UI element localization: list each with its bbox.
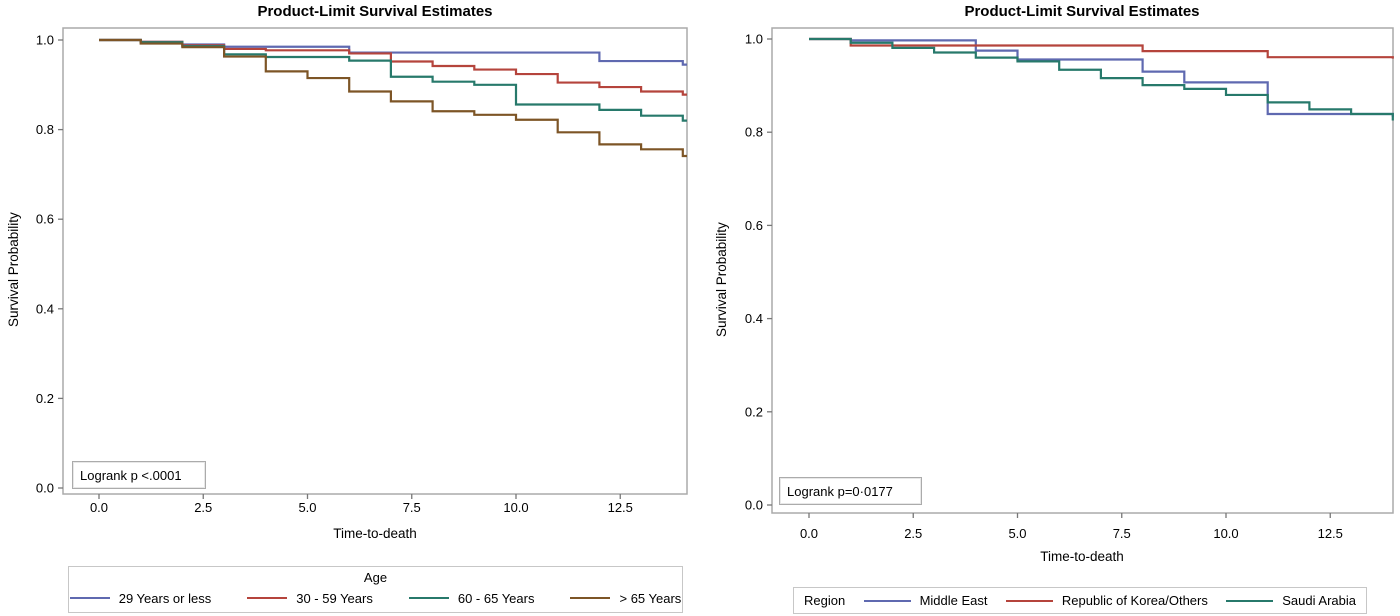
series-saudi-arabia [809,37,1394,121]
x-tick-label: 5.0 [1008,526,1026,541]
logrank-pvalue-box-left: Logrank p <.0001 [72,461,206,489]
legend-line-swatch [408,597,449,599]
y-tick-label: 0.6 [36,212,54,227]
x-tick-label: 7.5 [1113,526,1131,541]
y-tick-label: 1.0 [745,32,763,47]
legend-entry: 29 Years or less [69,590,212,606]
legend-entries-region: Region Middle East Republic of Korea/Othe… [794,588,1366,613]
y-tick-label: 0.8 [36,122,54,137]
legend-line-swatch [863,599,911,602]
y-tick-label: 0.6 [745,218,763,233]
y-tick-label: 0.2 [745,404,763,419]
legend-line-swatch [570,597,611,599]
x-tick-label: 0.0 [800,526,818,541]
chart-title-left: Product-Limit Survival Estimates [257,3,493,20]
legend-entry: Middle East [863,593,988,608]
legend-entry-label: Middle East [919,593,988,608]
legend-entry: 30 - 59 Years [247,591,373,606]
legend-entry-label: Saudi Arabia [1282,593,1356,608]
y-tick-label: 1.0 [36,33,54,48]
y-tick-label: 0.8 [745,125,763,140]
x-tick-label: 5.0 [298,500,316,515]
y-tick-label: 0.4 [36,301,54,316]
legend-line-swatch [1005,599,1053,602]
y-tick-label: 0.0 [745,498,763,513]
x-tick-label: 10.0 [1213,526,1238,541]
legend-title-region: Region [804,593,846,608]
series-65-years [99,38,687,158]
y-tick-label: 0.2 [36,391,54,406]
legend-entry-label: 30 - 59 Years [296,590,373,606]
legend-line-swatch [1226,599,1274,602]
legend-entry: Republic of Korea/Others [1005,593,1208,608]
y-axis-label-right: Survival Probability [714,222,729,337]
x-tick-label: 12.5 [608,500,633,515]
x-tick-label: 12.5 [1318,526,1343,541]
legend-age: Age 29 Years or less 30 - 59 Years 60 - 65… [68,566,683,613]
x-tick-label: 7.5 [403,500,421,515]
legend-line-swatch [247,597,288,599]
legend-region: Region Middle East Republic of Korea/Othe… [793,587,1367,614]
plot-frame [771,27,1394,514]
legend-entry-label: 60 - 65 Years [457,590,535,606]
plot-frame [62,27,688,495]
legend-entry-label: > 65 Years [619,590,682,606]
chart-title-right: Product-Limit Survival Estimates [964,3,1200,20]
logrank-pvalue-box-right: Logrank p=0·0177 [779,477,922,505]
legend-title-age: Age [363,570,388,585]
legend-entry: Saudi Arabia [1226,593,1356,608]
x-tick-label: 0.0 [90,500,108,515]
y-tick-label: 0.0 [36,481,54,496]
legend-entries-age: 29 Years or less 30 - 59 Years 60 - 65 Yea… [69,585,682,611]
x-tick-label: 2.5 [194,500,212,515]
x-tick-label: 10.0 [503,500,528,515]
y-tick-label: 0.4 [745,311,763,326]
x-axis-label-right: Time-to-death [1040,549,1124,564]
legend-entry: > 65 Years [570,591,681,606]
legend-entry: 60 - 65 Years [408,590,535,606]
x-axis-label-left: Time-to-death [333,526,417,541]
legend-entry-label: Republic of Korea/Others [1061,593,1208,608]
y-axis-label-left: Survival Probability [6,212,21,327]
legend-line-swatch [69,597,110,599]
legend-entry-label: 29 Years or less [118,590,212,606]
x-tick-label: 2.5 [904,526,922,541]
